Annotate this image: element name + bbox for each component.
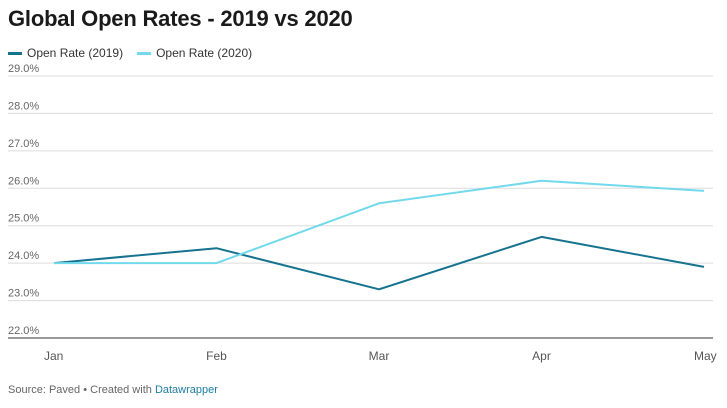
series-line-2020 — [54, 179, 705, 265]
y-tick-label: 23.0% — [8, 288, 39, 300]
chart-title: Global Open Rates - 2019 vs 2020 — [8, 6, 353, 31]
footer: Source: Paved • Created with Datawrapper — [8, 384, 218, 396]
legend: Open Rate (2019) Open Rate (2020) — [8, 46, 252, 60]
legend-label-2019: Open Rate (2019) — [27, 46, 124, 60]
legend-item-2019: Open Rate (2019) — [8, 46, 123, 60]
y-tick-label: 24.0% — [8, 250, 39, 262]
y-tick-label: 25.0% — [8, 213, 39, 225]
y-tick-label: 26.0% — [8, 175, 39, 187]
x-tick-label: May — [694, 349, 717, 363]
y-tick-label: 29.0% — [8, 63, 39, 75]
x-tick-label: Apr — [532, 349, 551, 363]
series-line-2019 — [53, 235, 705, 291]
y-tick-label: 27.0% — [8, 138, 39, 150]
legend-swatch-2019 — [8, 51, 22, 55]
legend-swatch-2020 — [137, 51, 152, 55]
gridlines — [8, 75, 713, 339]
y-axis-ticks: 22.0% 23.0% 24.0% 25.0% 26.0% 27.0% 28.0% 29.0% — [8, 63, 39, 337]
legend-item-2020: Open Rate (2020) — [137, 46, 252, 60]
series-lines — [53, 179, 705, 291]
x-axis-ticks: Jan Feb Mar Apr May — [44, 349, 717, 363]
legend-label-2020: Open Rate (2020) — [156, 46, 253, 60]
y-tick-label: 22.0% — [8, 325, 39, 337]
x-tick-label: Jan — [44, 349, 63, 363]
y-tick-label: 28.0% — [8, 100, 39, 112]
x-tick-label: Mar — [369, 349, 390, 363]
footer-source: Source: Paved • Created with — [8, 384, 155, 396]
datawrapper-link[interactable]: Datawrapper — [154, 384, 218, 396]
x-tick-label: Feb — [206, 349, 227, 363]
